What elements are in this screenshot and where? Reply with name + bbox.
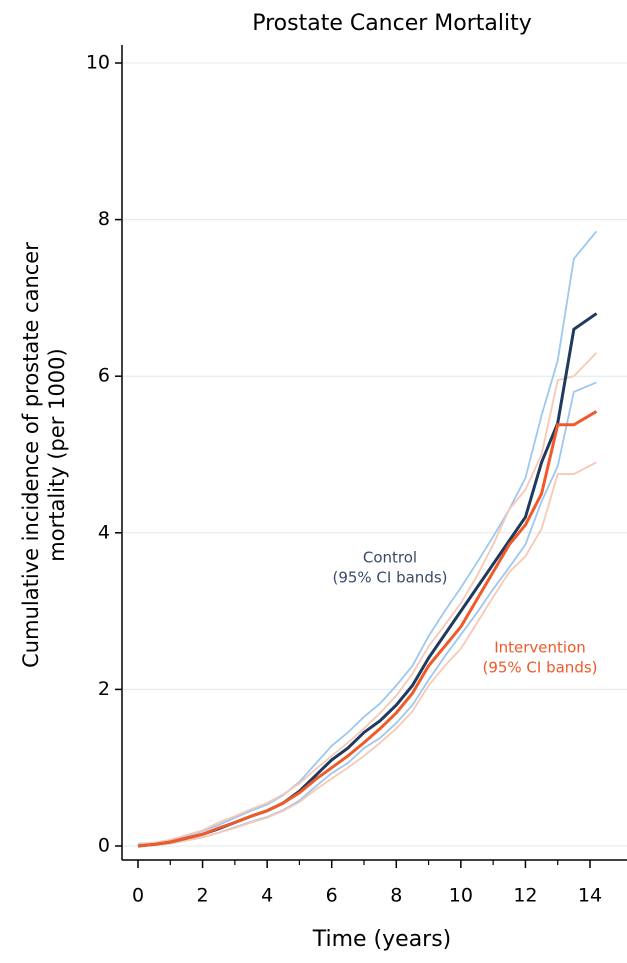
- series-line: [137, 230, 598, 845]
- y-tick-label: 4: [98, 521, 110, 543]
- y-tick-label: 2: [98, 678, 110, 700]
- annotation: Intervention: [494, 639, 586, 657]
- chart-title: Prostate Cancer Mortality: [252, 11, 532, 36]
- y-axis-label: Cumulative incidence of prostate cancer …: [19, 242, 69, 668]
- series-line: [137, 410, 598, 848]
- y-tick-label: 10: [86, 52, 110, 74]
- x-tick-label: 12: [513, 885, 537, 907]
- y-tick-label: 0: [98, 835, 110, 857]
- x-axis-label: Time (years): [312, 927, 452, 952]
- x-tick-label: 0: [132, 885, 144, 907]
- series-line: [137, 461, 597, 847]
- y-tick-label: 6: [98, 365, 110, 387]
- annotation: Control: [363, 549, 417, 567]
- x-tick-label: 10: [449, 885, 473, 907]
- y-axis-label-line: Cumulative incidence of prostate cancer: [19, 242, 43, 668]
- annotation: (95% CI bands): [332, 569, 447, 587]
- x-tick-label: 2: [197, 885, 209, 907]
- series-line: [137, 381, 597, 847]
- y-axis-label-line: mortality (per 1000): [45, 348, 69, 561]
- annotation: (95% CI bands): [482, 659, 597, 677]
- x-tick-label: 4: [261, 885, 273, 907]
- x-tick-label: 6: [326, 885, 338, 907]
- x-tick-label: 8: [390, 885, 402, 907]
- series-line: [137, 352, 598, 846]
- x-tick-label: 14: [578, 885, 602, 907]
- y-tick-label: 8: [98, 208, 110, 230]
